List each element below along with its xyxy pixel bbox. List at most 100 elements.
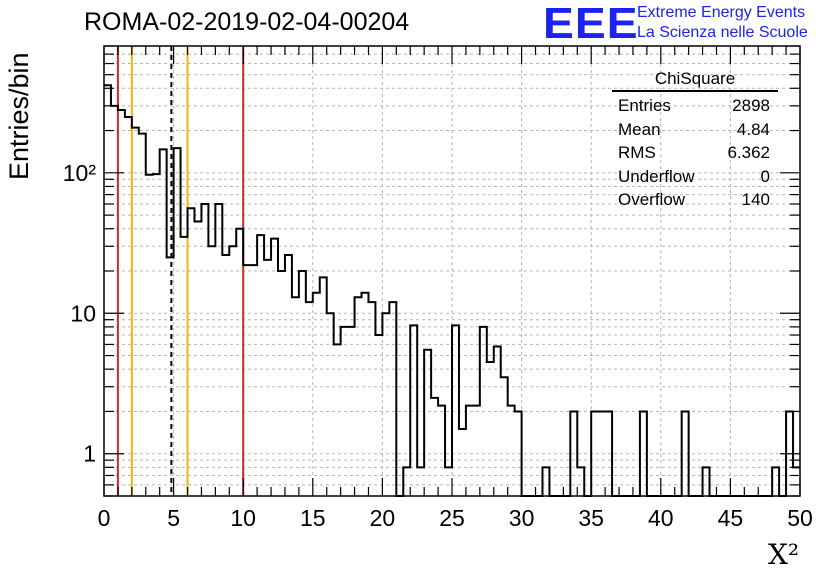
stats-title: ChiSquare [654,69,736,88]
x-tick-label: 25 [439,505,465,531]
histogram-bin [591,411,598,496]
x-axis-label: X² [768,538,800,571]
x-tick-label: 35 [578,505,604,531]
y-tick-label: 10 [70,300,96,326]
stats-label: Mean [618,119,661,139]
logo-line-1: Extreme Energy Events [637,4,806,21]
histogram-bin [111,106,118,496]
stats-label: Entries [618,96,671,115]
histogram-bin [382,313,389,496]
histogram-bin [194,222,201,496]
histogram-bin [445,467,452,496]
histogram-bin [139,134,146,496]
histogram-bin [410,325,417,496]
histogram-bin [570,411,577,496]
stats-value: 6.362 [727,143,770,162]
stats-row-rms: RMS 6.362 [612,141,778,165]
histogram-bin [181,237,188,496]
stats-row-mean: Mean 4.84 [612,118,778,142]
histogram-bin [153,174,160,496]
histogram-bin [494,347,501,496]
histogram-bin [375,335,382,496]
histogram-bin [174,148,181,496]
histogram-bin [542,467,549,496]
histogram-bin [501,377,508,496]
stats-value: 2898 [732,96,770,115]
histogram-bin [160,149,167,496]
x-tick-label: 45 [718,505,744,531]
histogram-bin [229,246,236,496]
histogram-bin [243,265,250,496]
histogram-bin [313,293,320,496]
histogram-bin [480,327,487,496]
x-tick-label: 20 [370,505,396,531]
histogram-bin [605,411,612,496]
x-tick-label: 50 [787,505,813,531]
histogram-bin [292,297,299,496]
stats-row-underflow: Underflow 0 [612,165,778,189]
histogram-bin [682,411,689,496]
histogram-bin [424,350,431,496]
histogram-bin [348,327,355,496]
histogram-bin [306,302,313,496]
x-tick-label: 5 [167,505,180,531]
histogram-bin [431,398,438,496]
stats-value: 0 [760,166,770,186]
histogram-bin [466,406,473,496]
histogram-bin [577,467,584,496]
histogram-bin [188,208,195,496]
histogram-bin [334,344,341,496]
y-axis-label: Entries/bin [4,52,34,180]
histogram-bin [508,406,515,496]
histogram-bin [355,297,362,496]
histogram-bin [452,325,459,496]
histogram-bin [341,327,348,496]
stats-label: RMS [618,143,656,162]
histogram-bin [320,277,327,496]
stats-box: ChiSquare Entries 2898 Mean 4.84 RMS 6.3… [612,68,778,212]
histogram-bin [703,467,710,496]
histogram-bin [327,313,334,496]
x-tick-label: 0 [98,505,111,531]
histogram-bin [299,271,306,496]
axis-ticks [103,45,801,497]
histogram-bin [250,265,257,496]
histogram-bin [772,467,779,496]
histogram-bin [132,128,139,496]
histogram-bin [167,257,174,496]
histogram-bin [640,411,647,496]
histogram-bin [459,429,466,496]
histogram-bin [473,406,480,496]
histogram-bin [236,229,243,496]
x-tick-label: 40 [648,505,674,531]
histogram-bin [146,175,153,496]
y-tick-label: 10² [63,160,97,186]
stats-value: 4.84 [736,119,770,139]
histogram-bin [598,411,605,496]
histogram-bin [264,260,271,496]
histogram-bin [215,204,222,496]
x-tick-label: 15 [300,505,326,531]
stats-row-entries: Entries 2898 [612,94,778,118]
y-tick-label: 1 [83,441,96,467]
x-tick-labels: 0 5 10 15 20 25 30 35 40 45 50 [98,505,813,531]
stats-label: Underflow [618,166,695,186]
histogram-bin [271,239,278,496]
stats-row-overflow: Overflow 140 [612,188,778,212]
histogram-bin [278,271,285,496]
stats-label: Overflow [618,190,686,209]
histogram-bin [417,467,424,496]
histogram-bin [118,110,125,496]
histogram-bin [403,467,410,496]
histogram-bin [208,246,215,496]
histogram-bin [487,362,494,496]
histogram-bin [285,255,292,496]
histogram-bin [515,411,522,496]
x-tick-label: 30 [509,505,535,531]
histogram-bin [201,204,208,496]
histogram-bin [389,302,396,496]
eee-logo: EEE [543,0,639,48]
stats-value: 140 [741,190,770,209]
stats-divider [612,90,778,92]
